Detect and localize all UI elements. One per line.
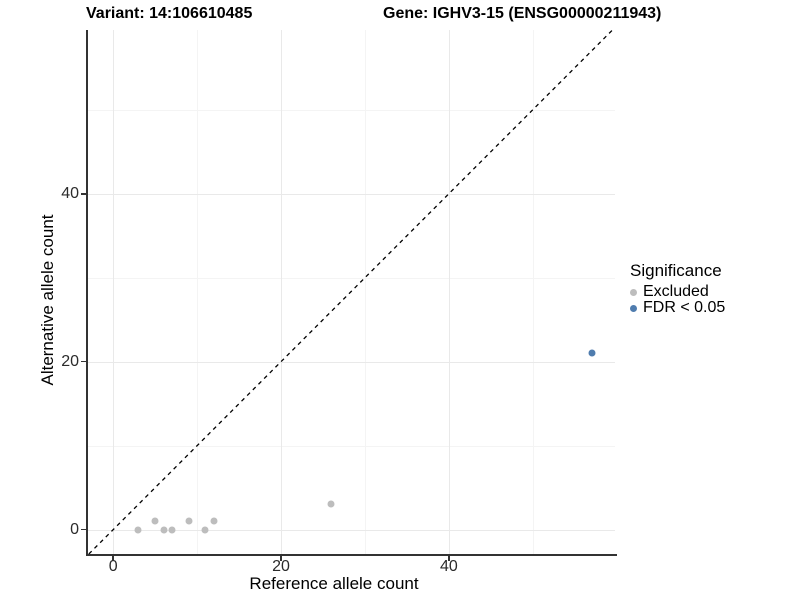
y-axis-title: Alternative allele count xyxy=(38,214,57,386)
y-tick-mark xyxy=(81,528,86,531)
identity-line xyxy=(88,30,613,554)
x-major-gridline xyxy=(448,30,450,554)
legend-item-label: FDR < 0.05 xyxy=(643,299,726,316)
x-axis-line xyxy=(86,554,617,556)
plot-title-gene: Gene: IGHV3-15 (ENSG00000211943) xyxy=(383,5,662,22)
x-tick-label: 40 xyxy=(439,558,458,575)
x-tick-mark xyxy=(448,556,450,561)
x-tick-label: 0 xyxy=(108,558,118,575)
data-point-excluded xyxy=(185,517,193,525)
data-point-excluded xyxy=(151,517,159,525)
x-tick-mark xyxy=(280,556,282,561)
x-minor-gridline xyxy=(532,30,534,554)
x-minor-gridline xyxy=(197,30,199,554)
legend-item-label: Excluded xyxy=(643,283,709,300)
legend-swatch-icon xyxy=(630,288,637,296)
y-major-gridline xyxy=(88,193,615,195)
x-major-gridline xyxy=(113,30,115,554)
x-axis-title: Reference allele count xyxy=(249,574,419,593)
data-point-excluded xyxy=(168,526,176,534)
y-major-gridline xyxy=(88,361,615,363)
x-major-gridline xyxy=(281,30,282,554)
data-point-excluded xyxy=(134,526,142,534)
y-tick-label: 40 xyxy=(61,184,79,202)
x-tick-label: 20 xyxy=(272,558,290,575)
data-point-excluded xyxy=(327,500,335,508)
data-point-excluded xyxy=(201,526,209,534)
legend-item-excluded: Excluded xyxy=(630,283,725,300)
y-tick-mark xyxy=(81,193,86,195)
y-axis-line xyxy=(86,30,88,556)
y-minor-gridline xyxy=(88,445,615,447)
x-tick-mark xyxy=(112,556,114,561)
y-major-gridline xyxy=(88,529,615,531)
y-minor-gridline xyxy=(88,277,615,279)
data-point-excluded xyxy=(210,517,218,525)
data-point-excluded xyxy=(160,526,168,534)
legend-swatch-icon xyxy=(630,304,637,312)
plot-title-variant: Variant: 14:106610485 xyxy=(86,5,253,22)
legend-title: Significance xyxy=(630,261,722,280)
legend-item-fdr-0-05: FDR < 0.05 xyxy=(630,299,726,316)
x-minor-gridline xyxy=(364,30,366,554)
y-minor-gridline xyxy=(88,109,615,111)
plot-panel xyxy=(88,30,615,554)
y-tick-label: 0 xyxy=(70,520,79,538)
legend: Significance Excluded FDR < 0.05 xyxy=(630,261,725,316)
y-tick-mark xyxy=(81,360,86,363)
data-point-fdr-0-05 xyxy=(588,349,595,357)
y-tick-label: 20 xyxy=(61,352,79,370)
